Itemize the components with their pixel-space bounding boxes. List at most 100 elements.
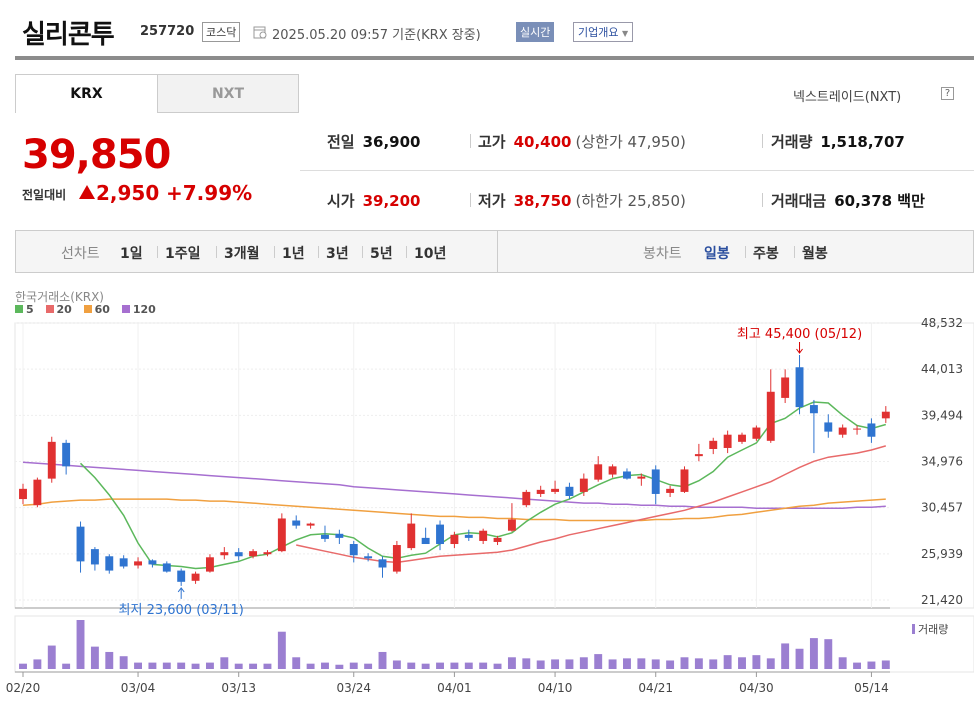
volume-bar (853, 662, 862, 669)
candle-weekly[interactable]: 주봉 (753, 246, 779, 262)
period-1w[interactable]: 1주일 (165, 246, 201, 262)
period-3y[interactable]: 3년 (326, 246, 349, 262)
candle-body (824, 422, 833, 432)
volume-bar (421, 663, 430, 669)
candle-body (594, 464, 603, 480)
nextrade-link[interactable]: 넥스트레이드(NXT) (793, 90, 902, 105)
volume-bar (148, 662, 157, 669)
y-axis-labels: 48,532 44,013 39,494 34,976 30,457 25,939 21,4… (921, 316, 963, 607)
candle-body (579, 478, 588, 492)
ma60-line (22, 498, 886, 522)
candle-body (421, 537, 430, 545)
candle-body (522, 491, 531, 506)
volume-bar (33, 659, 42, 669)
volume-bar (479, 662, 488, 669)
candle-body (507, 519, 516, 531)
volume-bar (709, 659, 718, 669)
volume-bar (119, 656, 128, 669)
legend-ma5: 5 (15, 303, 34, 316)
stock-header: 실리콘투 257720 코스닥 2025.05.20 09:57 기준(KRX … (0, 0, 974, 60)
volume-bar (666, 660, 675, 669)
candle-body (76, 526, 85, 562)
stock-code: 257720 (140, 24, 195, 39)
volume-bar (637, 658, 646, 669)
candle-body (90, 549, 99, 565)
volume-bar (220, 657, 229, 669)
legend-ma120-label: 120 (132, 303, 156, 316)
x-tick-label: 04/21 (638, 681, 673, 695)
candle-body (148, 560, 157, 565)
legend-swatch (45, 305, 54, 313)
stat-low-value: 38,750 (513, 192, 572, 210)
tab-nxt[interactable]: NXT (157, 74, 299, 113)
chart-toolbar: 선차트 1일 1주일 3개월 1년 3년 5년 10년 봉차트 일봉 주봉 월봉 (15, 230, 974, 273)
volume-bar (565, 659, 574, 669)
period-1d[interactable]: 1일 (120, 246, 143, 262)
ma20-line (296, 445, 887, 564)
volume-bar (306, 663, 315, 669)
candle-monthly[interactable]: 월봉 (802, 246, 828, 262)
candle-body (33, 479, 42, 506)
candle-body (623, 471, 631, 479)
current-price: 39,850 (22, 132, 171, 178)
stat-upper-limit: (상한가 47,950) (575, 133, 686, 151)
volume-bars: 거래량 (19, 620, 948, 669)
separator (157, 246, 158, 258)
candle-body (709, 440, 718, 449)
volume-bar (62, 663, 71, 669)
candle-body (738, 434, 746, 442)
y-tick-label: 48,532 (921, 316, 963, 330)
y-tick-label: 25,939 (921, 547, 963, 561)
volume-bar (536, 660, 545, 669)
stat-amount-value: 60,378 백만 (834, 192, 925, 210)
stat-volume-label: 거래량 (771, 133, 813, 151)
candle-body (608, 466, 617, 475)
candle-body (119, 558, 128, 567)
candle-body (19, 488, 27, 500)
candle-daily[interactable]: 일봉 (704, 246, 730, 262)
legend-ma20-label: 20 (56, 303, 72, 316)
volume-bar (752, 655, 761, 669)
candle-body (392, 545, 401, 572)
price-change-pct: +7.99% (166, 181, 253, 205)
ma-legend: 5 20 60 120 (15, 303, 164, 316)
period-5y[interactable]: 5년 (370, 246, 393, 262)
volume-bar (723, 655, 732, 669)
period-1y[interactable]: 1년 (282, 246, 305, 262)
y-tick-label: 39,494 (921, 408, 963, 422)
volume-bar (263, 663, 272, 669)
separator (216, 246, 217, 258)
volume-legend-label: 거래량 (918, 623, 948, 636)
max-arrow-head (796, 348, 803, 354)
candle-body (62, 442, 71, 467)
volume-bar (277, 631, 286, 669)
separator (274, 246, 275, 258)
period-3m[interactable]: 3개월 (224, 246, 260, 262)
period-10y[interactable]: 10년 (414, 246, 447, 262)
candle-body (277, 518, 286, 552)
separator (794, 246, 795, 258)
stat-low-label: 저가 (478, 192, 506, 210)
company-info-dropdown[interactable]: 기업개요 ▼ (573, 22, 634, 42)
candle-body (234, 552, 243, 557)
candle-body (436, 524, 444, 545)
stat-low: 저가 38,750 (하한가 25,850) (478, 190, 686, 211)
candle-body (752, 427, 761, 439)
candle-body (666, 488, 675, 493)
candle-body (723, 434, 732, 448)
candle-body (378, 559, 387, 568)
tab-krx[interactable]: KRX (15, 74, 158, 113)
help-icon[interactable]: ? (941, 87, 954, 100)
realtime-badge[interactable]: 실시간 (516, 22, 555, 42)
candle-body (565, 486, 574, 496)
separator (745, 246, 746, 258)
volume-legend-swatch (912, 624, 915, 634)
candle-body (493, 537, 502, 542)
separator (406, 246, 407, 258)
x-tick-label: 04/10 (538, 681, 573, 695)
separator (470, 134, 471, 148)
volume-bar (450, 662, 459, 669)
candle-body (838, 427, 847, 435)
volume-bar (90, 646, 99, 669)
toolbar-divider (497, 231, 498, 272)
